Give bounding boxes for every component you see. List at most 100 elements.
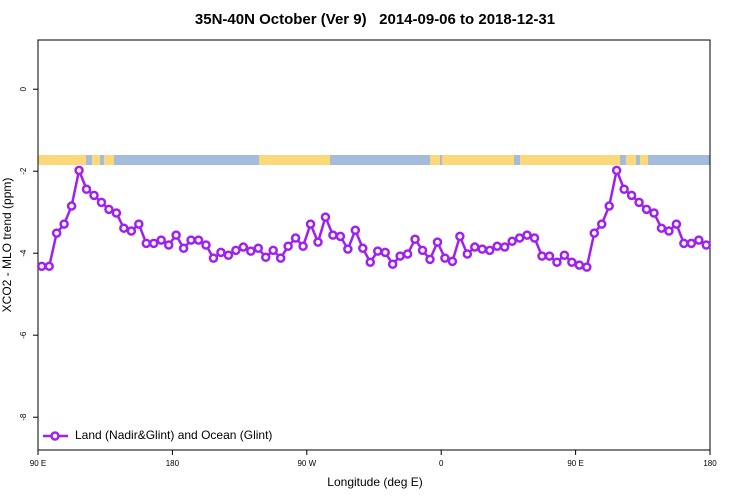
- data-point: [537, 251, 547, 261]
- data-point: [305, 219, 316, 229]
- data-point: [395, 251, 405, 261]
- data-point: [81, 184, 92, 194]
- y-tick-label: -4: [19, 249, 28, 257]
- data-point: [298, 241, 308, 251]
- data-point: [51, 228, 62, 238]
- data-point: [567, 257, 577, 267]
- data-point: [36, 261, 47, 272]
- x-tick-label: 90 E: [30, 459, 46, 468]
- data-point: [216, 247, 226, 258]
- legend-label: Land (Nadir&Glint) and Ocean (Glint): [75, 428, 272, 442]
- data-point: [387, 259, 398, 270]
- data-point: [141, 238, 152, 249]
- data-point: [163, 240, 174, 250]
- data-point: [529, 233, 540, 243]
- data-point: [246, 246, 256, 256]
- data-point: [440, 253, 450, 263]
- data-point: [432, 237, 443, 247]
- data-point: [679, 238, 689, 249]
- surface-strip: [38, 155, 710, 165]
- data-point: [148, 238, 159, 249]
- data-point: [544, 251, 555, 261]
- data-point: [417, 245, 428, 256]
- data-point: [231, 245, 241, 256]
- x-tick-label: 90 W: [297, 459, 316, 468]
- data-point: [611, 165, 622, 176]
- data-point: [641, 204, 652, 215]
- data-point: [619, 184, 629, 194]
- data-point: [260, 252, 271, 263]
- data-point: [343, 244, 353, 254]
- data-point: [455, 231, 465, 242]
- data-point: [59, 219, 69, 229]
- data-point: [634, 197, 644, 208]
- data-point: [275, 253, 286, 263]
- y-axis-label: XCO2 - MLO trend (ppm): [0, 178, 14, 313]
- data-point: [178, 243, 189, 254]
- y-tick-label: -2: [19, 167, 28, 175]
- data-point: [104, 204, 114, 215]
- legend-marker: [50, 431, 60, 441]
- data-point: [484, 245, 495, 256]
- data-point: [701, 240, 712, 250]
- data-point: [335, 231, 346, 242]
- data-point: [328, 230, 338, 240]
- data-point: [171, 230, 181, 240]
- data-point: [126, 226, 137, 236]
- data-point: [358, 243, 368, 254]
- data-point: [514, 233, 525, 243]
- data-point: [462, 249, 473, 259]
- x-tick-label: 90 E: [567, 459, 583, 468]
- data-point: [664, 226, 674, 236]
- y-tick-label: -6: [19, 331, 28, 339]
- y-tick-label: 0: [19, 86, 28, 91]
- data-point: [268, 245, 278, 256]
- data-point: [119, 223, 129, 233]
- x-tick-label: 180: [166, 459, 180, 468]
- data-point: [208, 253, 219, 263]
- data-point: [656, 223, 667, 233]
- data-point: [582, 262, 592, 272]
- data-point: [223, 250, 234, 260]
- data-point: [671, 219, 682, 229]
- data-point: [313, 237, 323, 247]
- data-point: [290, 233, 301, 243]
- data-point: [477, 244, 488, 254]
- data-point: [201, 240, 211, 250]
- data-point: [156, 235, 166, 245]
- data-point: [350, 225, 361, 235]
- data-point: [425, 254, 435, 265]
- chart-title: 35N-40N October (Ver 9) 2014-09-06 to 20…: [195, 11, 555, 28]
- data-point: [253, 243, 264, 254]
- x-tick-label: 0: [439, 459, 444, 468]
- data-point: [574, 260, 585, 270]
- data-point: [96, 197, 107, 208]
- data-point: [522, 230, 532, 240]
- data-point: [499, 242, 510, 252]
- data-point: [492, 241, 502, 251]
- x-axis-label: Longitude (deg E): [327, 475, 422, 489]
- data-point: [604, 201, 614, 211]
- data-point: [66, 201, 77, 211]
- x-tick-label: 180: [703, 459, 717, 468]
- y-tick-label: -8: [19, 413, 28, 421]
- data-point: [470, 242, 480, 252]
- data-point: [186, 235, 196, 245]
- data-point: [193, 235, 204, 245]
- data-point: [380, 247, 390, 258]
- data-point: [686, 238, 697, 249]
- data-point: [283, 241, 293, 251]
- data-point: [626, 190, 637, 201]
- data-point: [410, 234, 420, 245]
- data-point: [552, 257, 562, 267]
- data-point: [111, 208, 122, 218]
- data-point: [447, 256, 458, 267]
- data-point: [589, 228, 600, 238]
- data-point: [372, 246, 383, 256]
- data-point: [134, 219, 144, 229]
- data-point: [44, 261, 54, 272]
- data-point: [320, 212, 331, 222]
- data-point: [694, 235, 704, 245]
- data-point: [596, 219, 607, 229]
